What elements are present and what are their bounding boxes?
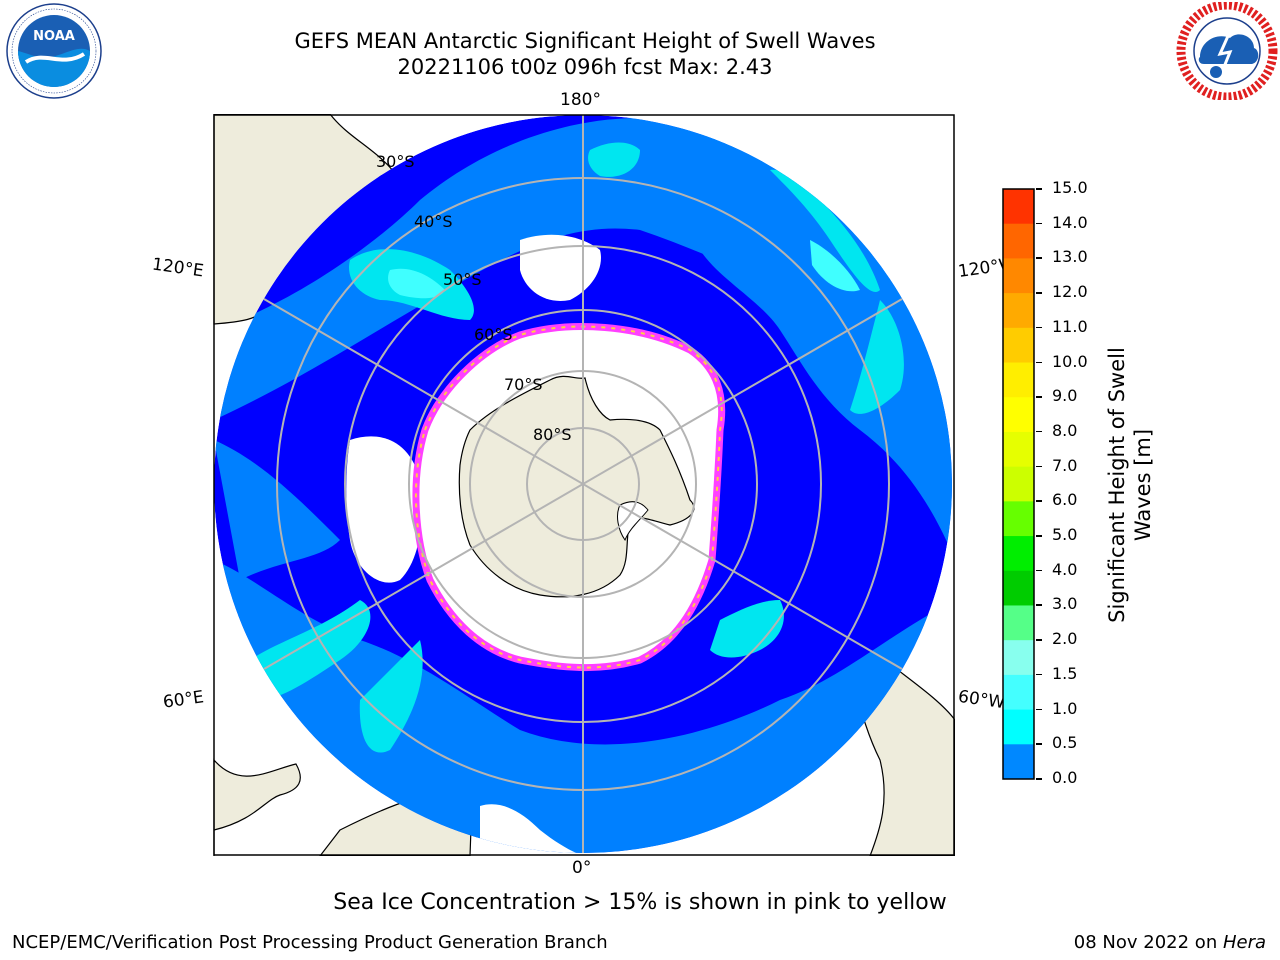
colorbar-cell: [1003, 674, 1034, 711]
colorbar-tick-mark: [1036, 361, 1042, 364]
colorbar-tick-mark: [1036, 222, 1042, 225]
lat-label-50s: 50°S: [443, 270, 482, 289]
colorbar-cell: [1003, 570, 1034, 606]
colorbar-cell: [1003, 466, 1034, 502]
colorbar-cell: [1003, 709, 1034, 745]
colorbar-cell: [1003, 640, 1034, 676]
colorbar-tick-label: 9.0: [1052, 386, 1078, 406]
colorbar-tick-label: 6.0: [1052, 490, 1078, 510]
colorbar-tick-mark: [1036, 396, 1042, 398]
colorbar-title: Significant Height of Swell Waves [m]: [1105, 347, 1155, 623]
colorbar: [1002, 188, 1035, 780]
colorbar-tick-label: 0.5: [1052, 733, 1078, 753]
colorbar-tick-label: 12.0: [1052, 282, 1088, 302]
graticule: [214, 115, 952, 853]
colorbar-tick-mark: [1036, 604, 1042, 606]
colorbar-tick-label: 14.0: [1052, 212, 1088, 232]
colorbar-cell: [1003, 605, 1034, 641]
colorbar-tick-mark: [1036, 569, 1042, 572]
lon-label-120e: 120°E: [150, 254, 205, 282]
colorbar-cell: [1003, 744, 1034, 780]
colorbar-tick-label: 15.0: [1052, 178, 1088, 197]
colorbar-tick-mark: [1036, 326, 1042, 329]
lat-label-70s: 70°S: [504, 375, 543, 394]
colorbar-cell: [1003, 397, 1034, 433]
colorbar-cell: [1003, 536, 1034, 572]
lat-label-80s: 80°S: [533, 425, 572, 444]
colorbar-cell: [1003, 501, 1034, 537]
colorbar-tick-mark: [1036, 430, 1042, 433]
colorbar-tick-mark: [1036, 292, 1042, 294]
ross-ice-shelf: [617, 501, 649, 542]
colorbar-tick-mark: [1036, 500, 1042, 502]
colorbar-tick-label: 8.0: [1052, 420, 1078, 440]
colorbar-tick-mark: [1036, 708, 1042, 711]
lat-label-30s: 30°S: [376, 152, 415, 171]
colorbar-tick-mark: [1036, 778, 1042, 780]
sea-ice-edge-yellow: [414, 325, 723, 669]
noaa-logo: NOAA: [6, 3, 102, 99]
sea-ice-caption: Sea Ice Concentration > 15% is shown in …: [333, 890, 947, 915]
colorbar-tick-mark: [1036, 188, 1042, 190]
lat-label-40s: 40°S: [414, 212, 453, 231]
lat-label-60s: 60°S: [474, 325, 513, 344]
colorbar-tick-mark: [1036, 465, 1042, 468]
colorbar-tick-label: 1.5: [1052, 663, 1078, 683]
lon-label-60e: 60°E: [161, 687, 206, 713]
lon-label-0: 0°: [572, 858, 592, 878]
colorbar-cell: [1003, 223, 1034, 259]
map-subtitle: 20221106 t00z 096h fcst Max: 2.43: [397, 55, 773, 79]
map-title: GEFS MEAN Antarctic Significant Height o…: [294, 29, 876, 53]
colorbar-tick-mark: [1036, 257, 1042, 259]
footer-date: 08 Nov 2022 on Hera: [1073, 932, 1266, 953]
colorbar-cell: [1003, 258, 1034, 294]
swell-15-2m: [388, 240, 860, 299]
colorbar-tick-label: 11.0: [1052, 316, 1088, 336]
nws-logo: [1176, 2, 1278, 100]
colorbar-tick-mark: [1036, 639, 1042, 641]
colorbar-cell: [1003, 431, 1034, 468]
colorbar-tick-mark: [1036, 535, 1042, 537]
colorbar-tick-mark: [1036, 743, 1042, 745]
colorbar-tick-label: 2.0: [1052, 629, 1078, 649]
footer-credit: NCEP/EMC/Verification Post Processing Pr…: [12, 932, 608, 953]
colorbar-tick-label: 7.0: [1052, 455, 1078, 475]
polar-map: [213, 114, 955, 856]
colorbar-tick-label: 13.0: [1052, 247, 1088, 267]
colorbar-tick-label: 4.0: [1052, 559, 1078, 579]
colorbar-tick-label: 0.0: [1052, 768, 1078, 787]
lon-label-60w: 60°W: [956, 686, 1007, 714]
colorbar-tick-label: 1.0: [1052, 698, 1078, 718]
colorbar-cell: [1003, 189, 1034, 225]
colorbar-tick-label: 10.0: [1052, 351, 1088, 371]
svg-text:NOAA: NOAA: [33, 29, 75, 44]
colorbar-cell: [1003, 362, 1034, 398]
colorbar-cell: [1003, 293, 1034, 329]
colorbar-tick-label: 5.0: [1052, 525, 1078, 545]
colorbar-tick-label: 3.0: [1052, 594, 1078, 614]
colorbar-cell: [1003, 327, 1034, 364]
map-frame: [213, 114, 955, 856]
lon-label-180: 180°: [560, 90, 601, 110]
colorbar-tick-mark: [1036, 673, 1042, 676]
